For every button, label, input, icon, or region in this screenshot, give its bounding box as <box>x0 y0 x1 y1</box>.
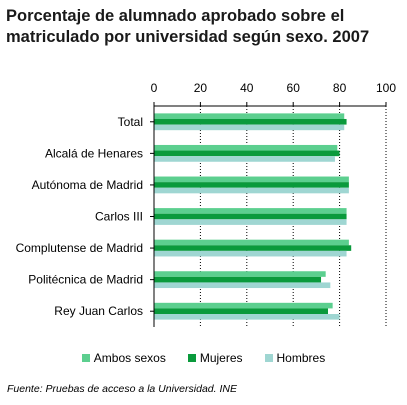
bar-hombres <box>154 156 335 162</box>
legend-label-hombres: Hombres <box>276 351 326 365</box>
bar-hombres <box>154 314 340 320</box>
bar-ambos-sexos <box>154 208 347 214</box>
bar-mujeres <box>154 245 352 251</box>
category-label: Politécnica de Madrid <box>28 273 143 287</box>
legend-swatch-ambos-sexos <box>81 354 90 362</box>
bar-ambos-sexos <box>154 113 345 119</box>
category-label: Total <box>118 115 143 129</box>
source-note: Fuente: Pruebas de acceso a la Universid… <box>7 383 237 395</box>
category-label: Alcalá de Henares <box>45 146 143 160</box>
legend: Ambos sexos Mujeres Hombres <box>0 351 407 365</box>
legend-item-mujeres: Mujeres <box>187 351 243 365</box>
legend-label-ambos-sexos: Ambos sexos <box>93 351 166 365</box>
category-label: Complutense de Madrid <box>16 241 143 255</box>
bar-mujeres <box>154 150 340 157</box>
category-label: Rey Juan Carlos <box>54 304 143 318</box>
x-tick-label: 20 <box>194 81 208 95</box>
category-label: Carlos III <box>95 210 143 224</box>
x-tick-label: 0 <box>151 81 158 95</box>
x-tick-label: 80 <box>333 81 347 95</box>
legend-item-ambos-sexos: Ambos sexos <box>81 351 166 365</box>
legend-item-hombres: Hombres <box>264 351 326 365</box>
bar-hombres <box>154 187 349 194</box>
bar-mujeres <box>154 276 322 283</box>
bar-hombres <box>154 124 345 131</box>
x-tick-label: 40 <box>240 81 254 95</box>
x-tick-label: 60 <box>287 81 301 95</box>
legend-label-mujeres: Mujeres <box>199 351 243 365</box>
bar-hombres <box>154 282 331 289</box>
bar-hombres <box>154 250 347 257</box>
legend-swatch-hombres <box>264 354 273 362</box>
bar-ambos-sexos <box>154 144 338 151</box>
bar-ambos-sexos <box>154 239 349 246</box>
x-tick-label: 100 <box>376 81 396 95</box>
bar-mujeres <box>154 118 347 125</box>
category-label: Autónoma de Madrid <box>32 178 143 192</box>
bar-hombres <box>154 219 347 225</box>
bar-mujeres <box>154 213 347 220</box>
bar-ambos-sexos <box>154 302 333 309</box>
bar-mujeres <box>154 182 349 188</box>
bar-ambos-sexos <box>154 271 326 277</box>
bar-ambos-sexos <box>154 176 349 183</box>
chart-title: Porcentaje de alumnado aprobado sobre el… <box>6 7 370 46</box>
bar-mujeres <box>154 308 328 315</box>
legend-swatch-mujeres <box>187 354 196 362</box>
